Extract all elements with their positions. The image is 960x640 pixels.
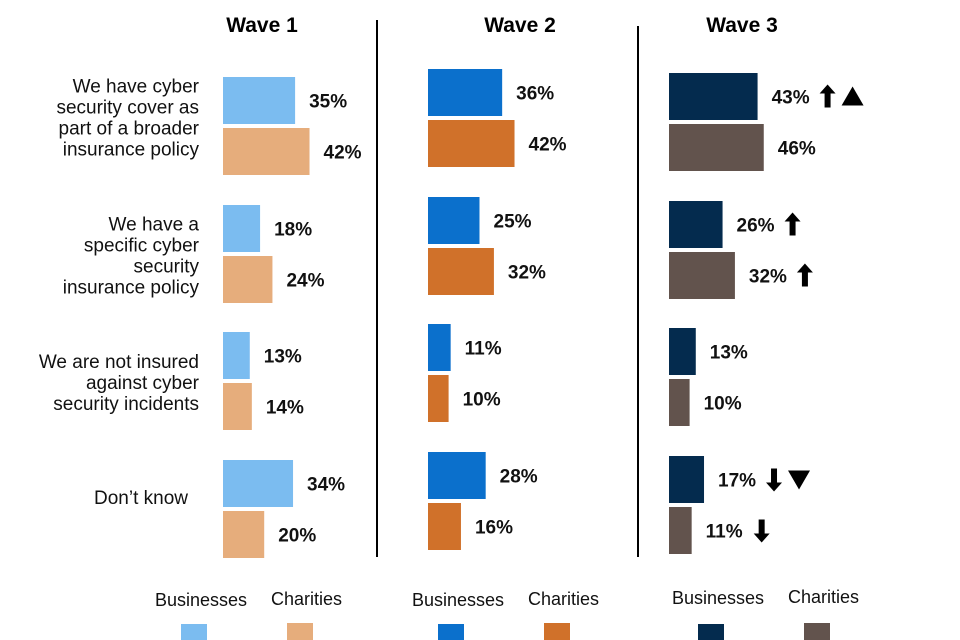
bar-charities [428, 120, 515, 167]
category-label: insurance policy [63, 278, 200, 299]
data-label: 11% [706, 522, 743, 543]
category-label: Don’t know [94, 488, 188, 509]
bar-charities [223, 383, 252, 430]
bar-charities [669, 124, 764, 171]
category-label: part of a broader [59, 119, 200, 140]
data-label: 32% [508, 263, 546, 284]
panel-title: Wave 3 [706, 14, 778, 37]
data-label: 42% [529, 135, 567, 156]
data-label: 10% [463, 390, 501, 411]
bar-businesses [669, 328, 696, 375]
legend-label-charities: Charities [528, 589, 599, 609]
bar-businesses [428, 197, 480, 244]
arrow-down-icon [766, 468, 783, 492]
legend-swatch-businesses [181, 624, 207, 640]
arrow-up-icon [784, 212, 801, 236]
category-label: security cover as [56, 98, 199, 119]
data-label: 20% [278, 526, 316, 547]
data-label: 36% [516, 84, 554, 105]
bar-charities [669, 507, 692, 554]
data-label: 28% [500, 467, 538, 488]
data-label: 26% [737, 216, 775, 237]
data-label: 34% [307, 475, 345, 496]
arrow-down-icon [753, 519, 770, 543]
data-label: 43% [772, 88, 810, 109]
bar-charities [669, 379, 690, 426]
legend-swatch-charities [544, 623, 570, 640]
data-label: 25% [494, 212, 532, 233]
bar-charities [428, 375, 449, 422]
arrow-up-icon [819, 84, 836, 108]
category-label: We have cyber [73, 77, 200, 98]
legend-swatch-charities [287, 623, 313, 640]
bar-charities [223, 128, 310, 175]
data-label: 35% [309, 92, 347, 113]
category-label: specific cyber [84, 236, 200, 257]
data-label: 13% [710, 343, 748, 364]
category-label: against cyber [86, 373, 200, 394]
triangle-up-icon [841, 86, 864, 106]
bar-businesses [428, 69, 503, 116]
bar-businesses [669, 201, 723, 248]
panel-title: Wave 2 [484, 14, 556, 37]
bar-businesses [223, 332, 250, 379]
bar-businesses [428, 452, 486, 499]
bar-businesses [669, 456, 705, 503]
data-label: 16% [475, 518, 513, 539]
bar-businesses [428, 324, 451, 371]
category-label: security [134, 257, 200, 278]
bar-businesses [669, 73, 758, 120]
bar-businesses [223, 460, 294, 507]
data-label: 42% [324, 143, 362, 164]
bar-charities [223, 256, 273, 303]
data-label: 10% [704, 394, 742, 415]
bar-charities [428, 503, 461, 550]
data-label: 46% [778, 139, 816, 160]
legend-swatch-businesses [438, 624, 464, 640]
data-label: 18% [274, 220, 312, 241]
category-label: insurance policy [63, 140, 200, 161]
data-label: 24% [286, 271, 324, 292]
legend-label-charities: Charities [271, 589, 342, 609]
category-label: We have a [109, 215, 200, 236]
triangle-down-icon [788, 470, 811, 490]
bar-businesses [223, 205, 261, 252]
legend-swatch-businesses [698, 624, 724, 640]
legend-label-charities: Charities [788, 587, 859, 607]
bar-businesses [223, 77, 296, 124]
bar-charities [223, 511, 265, 558]
category-label: security incidents [53, 394, 199, 415]
arrow-up-icon [796, 263, 813, 287]
bar-charities [669, 252, 735, 299]
category-label: We are not insured [39, 352, 199, 373]
legend-label-businesses: Businesses [672, 588, 764, 608]
bar-charities [428, 248, 494, 295]
legend-label-businesses: Businesses [155, 590, 247, 610]
panel-title: Wave 1 [226, 14, 298, 37]
data-label: 32% [749, 267, 787, 288]
legend-label-businesses: Businesses [412, 590, 504, 610]
data-label: 13% [264, 347, 302, 368]
legend-swatch-charities [804, 623, 830, 640]
data-label: 17% [718, 471, 756, 492]
data-label: 11% [465, 339, 502, 360]
data-label: 14% [266, 398, 304, 419]
